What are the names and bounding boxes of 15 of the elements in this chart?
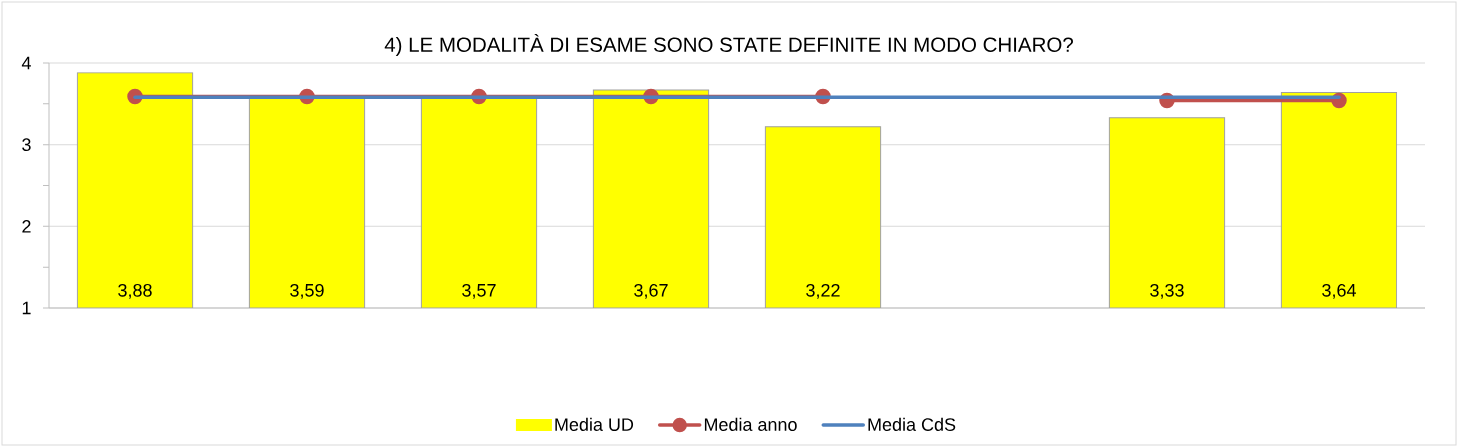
data-label: 3,64	[1322, 283, 1356, 299]
data-label: 3,57	[462, 283, 496, 299]
y-tick-label: 1	[22, 301, 31, 315]
legend-label: Media anno	[704, 417, 797, 431]
y-tick-label: 3	[22, 138, 31, 152]
y-tick-label: 4	[21, 56, 31, 70]
data-label: 3,22	[806, 283, 840, 299]
y-tick-label: 2	[22, 220, 31, 233]
data-label: 3,67	[634, 283, 668, 299]
data-label: 3,88	[118, 283, 152, 299]
legend-label: Media UD	[555, 417, 634, 431]
legend-label: Media CdS	[868, 417, 956, 431]
data-label: 3,59	[290, 283, 324, 299]
data-label: 3,33	[1150, 283, 1184, 299]
chart-title: 4) LE MODALITÀ DI ESAME SONO STATE DEFINITE IN MODO CHIARO?	[384, 33, 1073, 57]
